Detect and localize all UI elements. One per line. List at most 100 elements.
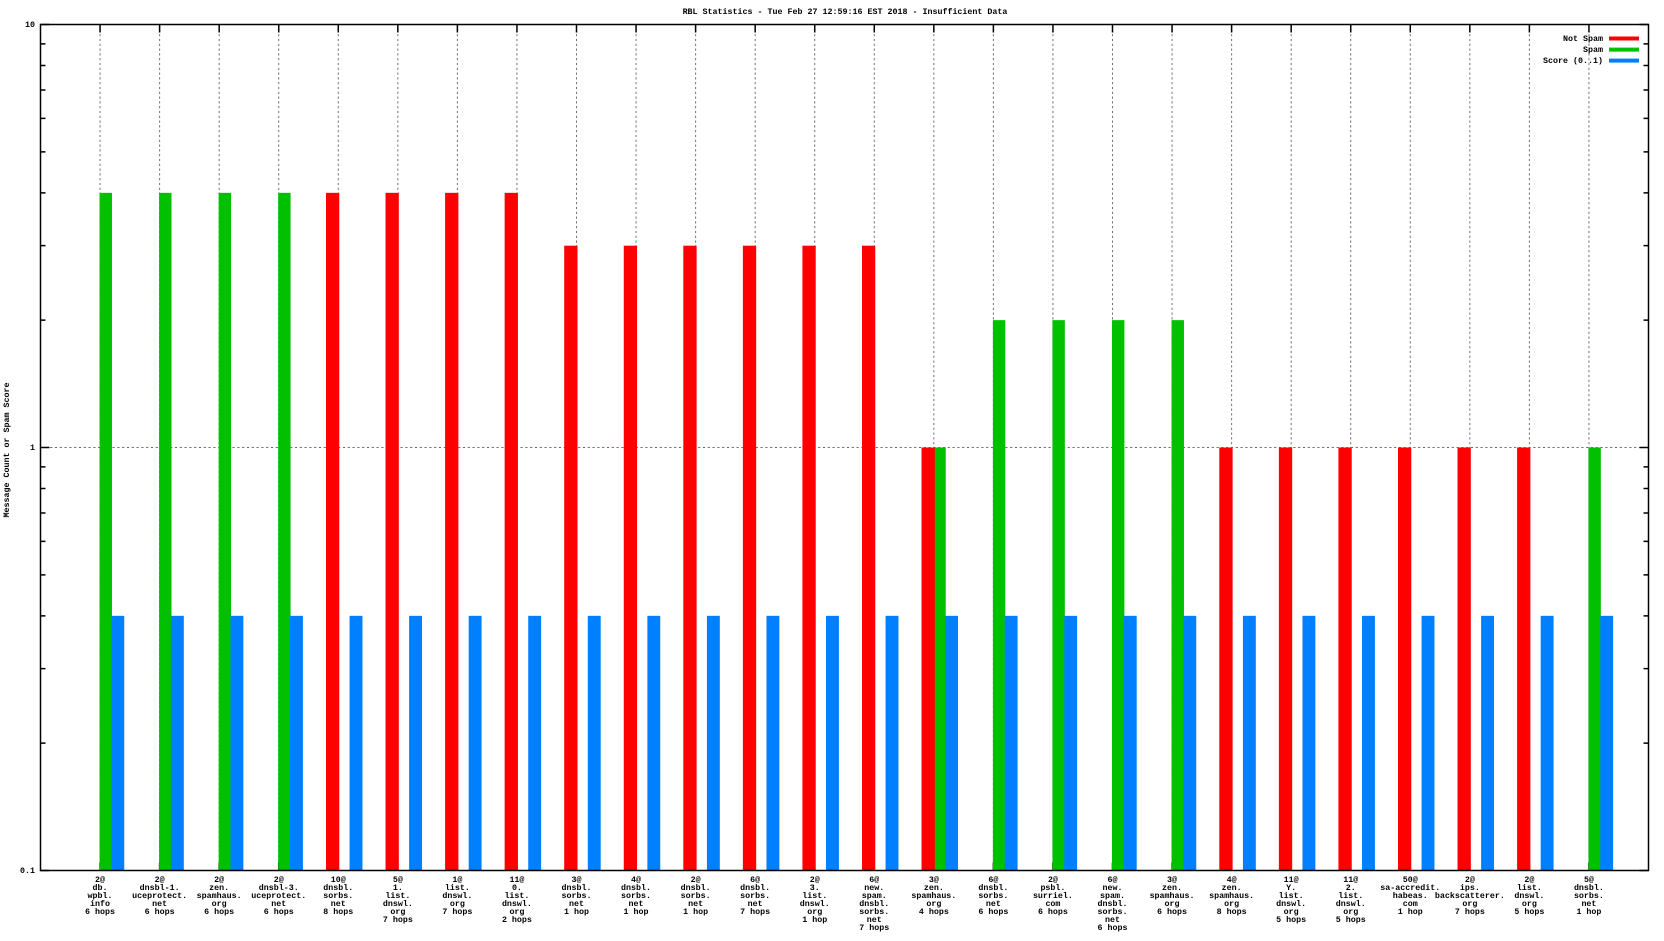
svg-text:sa-accredit.: sa-accredit.	[1380, 883, 1440, 893]
svg-text:1 hop: 1 hop	[802, 915, 827, 925]
svg-text:list.: list.	[504, 891, 529, 901]
svg-text:org: org	[807, 907, 822, 917]
svg-text:sorbs.: sorbs.	[562, 891, 592, 901]
svg-text:spamhaus.: spamhaus.	[1150, 891, 1195, 901]
svg-text:6 hops: 6 hops	[1098, 923, 1128, 933]
svg-text:surriel.: surriel.	[1033, 891, 1073, 901]
svg-text:dnsbl-1.: dnsbl-1.	[140, 883, 180, 893]
svg-text:dnsbl.: dnsbl.	[562, 883, 592, 893]
svg-text:sorbs.: sorbs.	[1574, 891, 1604, 901]
svg-text:2.: 2.	[1346, 883, 1356, 893]
svg-text:dnsbl.: dnsbl.	[1574, 883, 1604, 893]
svg-text:1 hop: 1 hop	[1576, 907, 1601, 917]
svg-text:list.: list.	[1338, 891, 1363, 901]
svg-text:1@: 1@	[452, 875, 462, 885]
svg-text:1 hop: 1 hop	[1398, 907, 1423, 917]
svg-text:org: org	[1462, 899, 1477, 909]
svg-text:7 hops: 7 hops	[442, 907, 472, 917]
svg-text:dnswl.: dnswl.	[383, 899, 413, 909]
svg-text:dnsbl.: dnsbl.	[621, 883, 651, 893]
svg-text:6 hops: 6 hops	[1157, 907, 1187, 917]
svg-text:6@: 6@	[750, 875, 760, 885]
svg-text:spamhaus.: spamhaus.	[197, 891, 242, 901]
svg-text:7 hops: 7 hops	[740, 907, 770, 917]
svg-text:db.: db.	[93, 883, 108, 893]
svg-text:4@: 4@	[1227, 875, 1237, 885]
svg-text:6 hops: 6 hops	[204, 907, 234, 917]
svg-text:1.: 1.	[393, 883, 403, 893]
svg-text:4 hops: 4 hops	[919, 907, 949, 917]
svg-text:5 hops: 5 hops	[1276, 915, 1306, 925]
svg-text:2@: 2@	[95, 875, 105, 885]
svg-text:uceprotect.: uceprotect.	[251, 891, 306, 901]
svg-text:1: 1	[30, 443, 35, 453]
svg-text:2@: 2@	[155, 875, 165, 885]
svg-text:net: net	[986, 899, 1001, 909]
svg-text:com: com	[1045, 899, 1060, 909]
svg-text:8 hops: 8 hops	[323, 907, 353, 917]
svg-text:org: org	[212, 899, 227, 909]
svg-text:3.: 3.	[810, 883, 820, 893]
svg-text:dnswl.: dnswl.	[442, 891, 472, 901]
svg-text:dnsbl-3.: dnsbl-3.	[259, 883, 299, 893]
svg-text:6@: 6@	[869, 875, 879, 885]
svg-text:10: 10	[25, 20, 35, 30]
svg-text:sorbs.: sorbs.	[978, 891, 1008, 901]
svg-text:org: org	[926, 899, 941, 909]
svg-text:2 hops: 2 hops	[502, 915, 532, 925]
svg-text:dnswl.: dnswl.	[800, 899, 830, 909]
svg-text:psbl.: psbl.	[1040, 883, 1065, 893]
svg-text:3@: 3@	[929, 875, 939, 885]
svg-text:uceprotect.: uceprotect.	[132, 891, 187, 901]
svg-text:50@: 50@	[1403, 875, 1418, 885]
svg-text:dnsbl.: dnsbl.	[740, 883, 770, 893]
svg-text:spam.: spam.	[1100, 891, 1125, 901]
svg-text:org: org	[1224, 899, 1239, 909]
svg-text:net: net	[569, 899, 584, 909]
svg-text:1 hop: 1 hop	[624, 907, 649, 917]
svg-text:5 hops: 5 hops	[1514, 907, 1544, 917]
svg-text:net: net	[688, 899, 703, 909]
svg-text:dnswl.: dnswl.	[1276, 899, 1306, 909]
svg-text:Y.: Y.	[1286, 883, 1296, 893]
svg-text:2@: 2@	[1465, 875, 1475, 885]
svg-text:sorbs.: sorbs.	[681, 891, 711, 901]
svg-text:sorbs.: sorbs.	[740, 891, 770, 901]
svg-text:zen.: zen.	[924, 883, 944, 893]
svg-text:5@: 5@	[393, 875, 403, 885]
svg-text:net: net	[867, 915, 882, 925]
svg-text:spamhaus.: spamhaus.	[911, 891, 956, 901]
svg-text:org: org	[390, 907, 405, 917]
svg-text:2@: 2@	[691, 875, 701, 885]
svg-text:6 hops: 6 hops	[145, 907, 175, 917]
svg-text:list.: list.	[802, 891, 827, 901]
svg-text:dnsbl.: dnsbl.	[978, 883, 1008, 893]
svg-text:org: org	[1343, 907, 1358, 917]
svg-text:net: net	[629, 899, 644, 909]
svg-text:4@: 4@	[631, 875, 641, 885]
svg-text:5 hops: 5 hops	[1336, 915, 1366, 925]
svg-text:2@: 2@	[214, 875, 224, 885]
svg-text:sorbs.: sorbs.	[1098, 907, 1128, 917]
svg-text:wpbl.: wpbl.	[88, 891, 113, 901]
svg-text:list.: list.	[445, 883, 470, 893]
svg-text:info: info	[90, 899, 110, 909]
svg-text:habeas.: habeas.	[1393, 891, 1428, 901]
svg-text:2@: 2@	[1048, 875, 1058, 885]
svg-text:sorbs.: sorbs.	[621, 891, 651, 901]
svg-text:2@: 2@	[274, 875, 284, 885]
svg-text:spamhaus.: spamhaus.	[1209, 891, 1254, 901]
svg-text:new.: new.	[864, 883, 884, 893]
svg-text:7 hops: 7 hops	[1455, 907, 1485, 917]
svg-text:zen.: zen.	[1222, 883, 1242, 893]
svg-text:net: net	[1105, 915, 1120, 925]
svg-text:list.: list.	[385, 891, 410, 901]
svg-text:0.1: 0.1	[20, 866, 35, 876]
svg-text:6 hops: 6 hops	[264, 907, 294, 917]
svg-text:list.: list.	[1279, 891, 1304, 901]
svg-text:6 hops: 6 hops	[978, 907, 1008, 917]
svg-text:11@: 11@	[1343, 875, 1358, 885]
svg-text:7 hops: 7 hops	[859, 923, 889, 933]
svg-text:0.: 0.	[512, 883, 522, 893]
svg-text:Message Count or Spam Score: Message Count or Spam Score	[2, 383, 12, 518]
